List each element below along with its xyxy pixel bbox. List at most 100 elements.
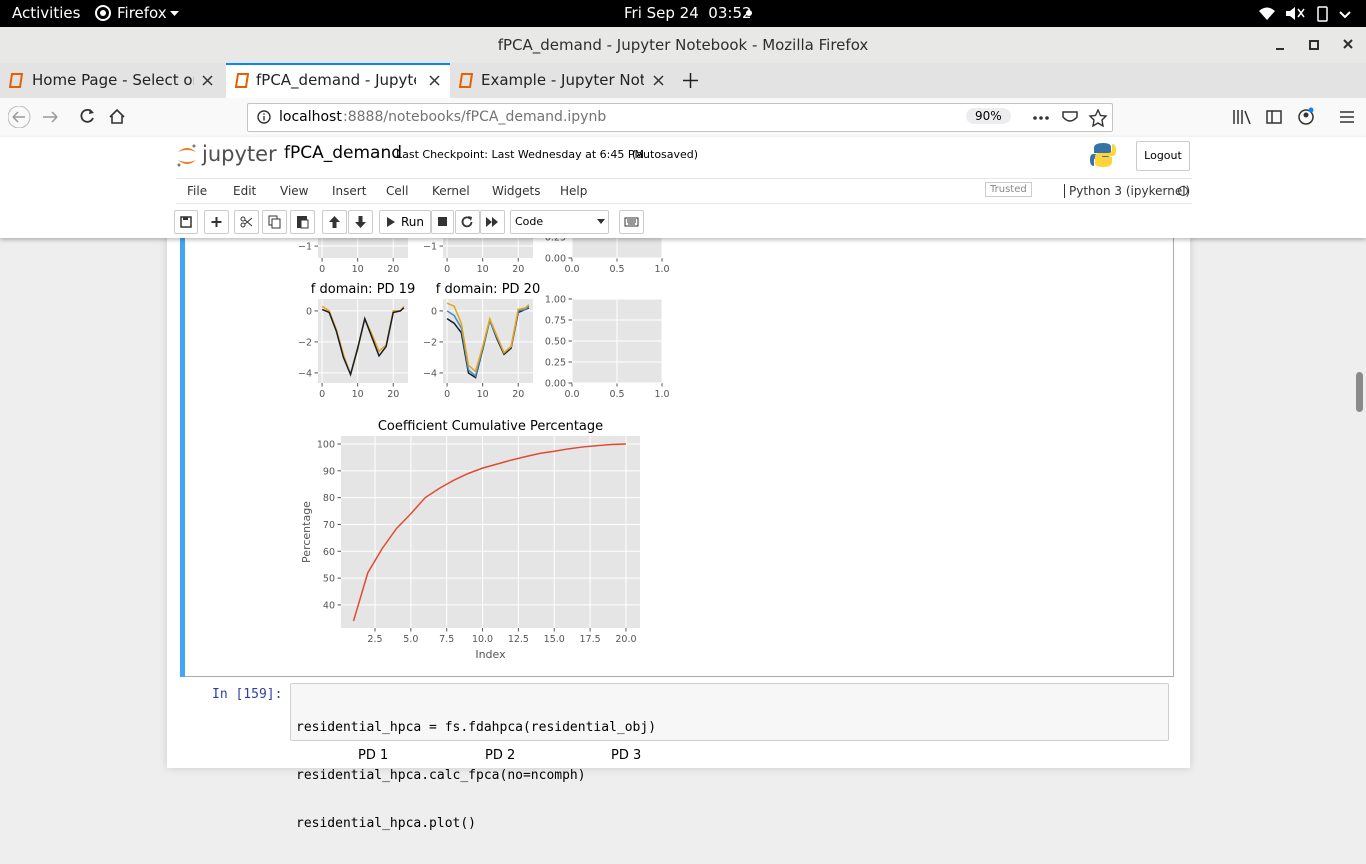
x-tick-label: 10 bbox=[477, 264, 489, 275]
tab-close[interactable] bbox=[653, 75, 664, 86]
x-tick-label: 0 bbox=[319, 389, 325, 400]
paste-button[interactable] bbox=[290, 210, 315, 234]
y-tick-label: −2 bbox=[298, 337, 312, 348]
x-tick-label: 7.5 bbox=[439, 634, 454, 645]
app-menu[interactable]: Firefox bbox=[117, 4, 167, 22]
menu-item[interactable]: Insert bbox=[332, 184, 367, 198]
screen: 0 10 20 −1 0 10 20 −1 0.0 0.5 1.0 0.00 0.25 0 10 20 0 −2−… bbox=[0, 0, 1366, 831]
firefox-icon bbox=[95, 5, 111, 21]
jupyter-logo[interactable]: jupyter bbox=[202, 142, 277, 166]
icon bbox=[329, 216, 340, 228]
zoom-indicator[interactable]: 90% bbox=[966, 108, 1011, 124]
icon bbox=[211, 217, 222, 227]
y-tick-label: 0.25 bbox=[545, 358, 566, 369]
x-tick-label: 20 bbox=[387, 264, 399, 275]
y-tick-label: 50 bbox=[323, 574, 335, 585]
x-tick-label: 20 bbox=[512, 264, 524, 275]
scrollbar-thumb[interactable] bbox=[1356, 372, 1363, 412]
series-line bbox=[446, 302, 530, 373]
y-tick-label: 0.00 bbox=[545, 379, 566, 390]
x-tick-label: 0.5 bbox=[609, 264, 624, 275]
restart-button[interactable] bbox=[455, 210, 480, 234]
logout-button[interactable]: Logout bbox=[1136, 141, 1190, 171]
insert-button[interactable] bbox=[204, 210, 229, 234]
menu-item[interactable]: View bbox=[280, 184, 309, 198]
copy-button[interactable] bbox=[262, 210, 287, 234]
python-logo bbox=[1090, 143, 1116, 167]
move-up-button[interactable] bbox=[322, 210, 347, 234]
tab-icon bbox=[235, 73, 249, 88]
activities[interactable]: Activities bbox=[12, 4, 81, 22]
x-tick-label: 2.5 bbox=[367, 634, 382, 645]
output-plots: 0 10 20−10 10 20−10.0 0.5 1.00.000.250 10 200−2−… bbox=[298, 233, 670, 662]
y-tick-label: −2 bbox=[423, 337, 437, 348]
trusted-indicator[interactable]: Trusted bbox=[985, 182, 1032, 197]
info-icon[interactable] bbox=[257, 110, 271, 124]
plot-title: PD 1 bbox=[358, 748, 389, 763]
menu-item[interactable]: Help bbox=[560, 184, 588, 198]
run-button[interactable]: Run bbox=[379, 210, 431, 234]
tab-active[interactable]: fPCA_demand - Jupyter N bbox=[226, 63, 450, 98]
x-tick-label: 0.5 bbox=[609, 389, 624, 400]
y-tick-label: 0.00 bbox=[545, 254, 566, 265]
system-top-bar: Activities Firefox Fri Sep 24 03:52 bbox=[0, 0, 1366, 27]
icon bbox=[624, 217, 639, 227]
plot-area bbox=[318, 238, 408, 258]
new-tab-button[interactable] bbox=[682, 72, 699, 89]
menu-item[interactable]: Widgets bbox=[492, 184, 541, 198]
command-palette-button[interactable] bbox=[619, 210, 644, 234]
y-tick-label: 90 bbox=[323, 466, 335, 477]
menu-item[interactable]: Kernel bbox=[432, 184, 470, 198]
url-field[interactable]: localhost :8888/notebooks/fPCA_demand.ip… bbox=[247, 103, 1113, 132]
cut-button[interactable] bbox=[234, 210, 259, 234]
page-actions[interactable] bbox=[1030, 109, 1110, 127]
y-tick-label: 60 bbox=[323, 547, 335, 558]
toolbar-icons[interactable] bbox=[1232, 107, 1357, 127]
x-tick-label: 17.5 bbox=[580, 634, 601, 645]
x-tick-label: 0 bbox=[444, 264, 450, 275]
stop-button[interactable] bbox=[431, 210, 454, 234]
icon bbox=[297, 216, 309, 229]
x-tick-label: 12.5 bbox=[508, 634, 529, 645]
tab-close[interactable] bbox=[429, 75, 440, 86]
menu-item[interactable]: File bbox=[187, 184, 208, 198]
icon bbox=[461, 216, 473, 228]
tab[interactable]: Example - Jupyter Notebo bbox=[450, 63, 674, 98]
restart-run-button[interactable] bbox=[480, 210, 505, 234]
y-tick-label: 100 bbox=[317, 439, 335, 450]
clock[interactable]: Fri Sep 24 03:52 bbox=[624, 4, 752, 22]
y-tick-label: 70 bbox=[323, 520, 335, 531]
window-title-bar: fPCA_demand - Jupyter Notebook - Mozilla… bbox=[0, 27, 1366, 63]
y-tick-label: −4 bbox=[423, 368, 437, 379]
plot-area bbox=[341, 436, 640, 628]
y-tick-label: 0 bbox=[431, 306, 437, 317]
tab[interactable]: Home Page - Select or cr bbox=[0, 63, 222, 98]
save-button[interactable] bbox=[174, 210, 198, 234]
navigation-bar: localhost :8888/notebooks/fPCA_demand.ip… bbox=[0, 98, 1366, 138]
menu-bar: File Edit View Insert Cell Kernel Widget… bbox=[176, 178, 1192, 204]
menu-item[interactable]: Cell bbox=[386, 184, 409, 198]
y-tick-label: 0 bbox=[306, 306, 312, 317]
code-input[interactable]: residential_hpca = fs.fdahpca(residentia… bbox=[290, 683, 1169, 831]
icon bbox=[355, 216, 366, 228]
icon bbox=[240, 216, 253, 228]
move-down-button[interactable] bbox=[348, 210, 373, 234]
cell-prompt: In [159]: bbox=[212, 687, 283, 702]
x-tick-label: 10.0 bbox=[472, 634, 493, 645]
status-icons[interactable] bbox=[1258, 5, 1363, 23]
plot-area bbox=[443, 238, 533, 258]
cell-type-select[interactable]: Code bbox=[510, 210, 609, 234]
y-tick-label: 80 bbox=[323, 493, 335, 504]
window-controls[interactable] bbox=[1270, 37, 1360, 53]
x-tick-label: 1.0 bbox=[654, 264, 669, 275]
tab-close[interactable] bbox=[202, 75, 213, 86]
code-line: residential_hpca = fs.fdahpca(residentia… bbox=[296, 720, 657, 735]
menu-item[interactable]: Edit bbox=[233, 184, 257, 198]
y-tick-label: 0.25 bbox=[545, 233, 566, 244]
chart-title: f domain: PD 20 bbox=[436, 282, 540, 297]
url-path: :8888/notebooks/fPCA_demand.ipynb bbox=[343, 109, 607, 125]
notebook-name[interactable]: fPCA_demand bbox=[284, 143, 403, 163]
plot-title: PD 3 bbox=[611, 748, 642, 763]
autosave-status: (autosaved) bbox=[632, 148, 699, 161]
nav-buttons[interactable] bbox=[8, 106, 133, 128]
